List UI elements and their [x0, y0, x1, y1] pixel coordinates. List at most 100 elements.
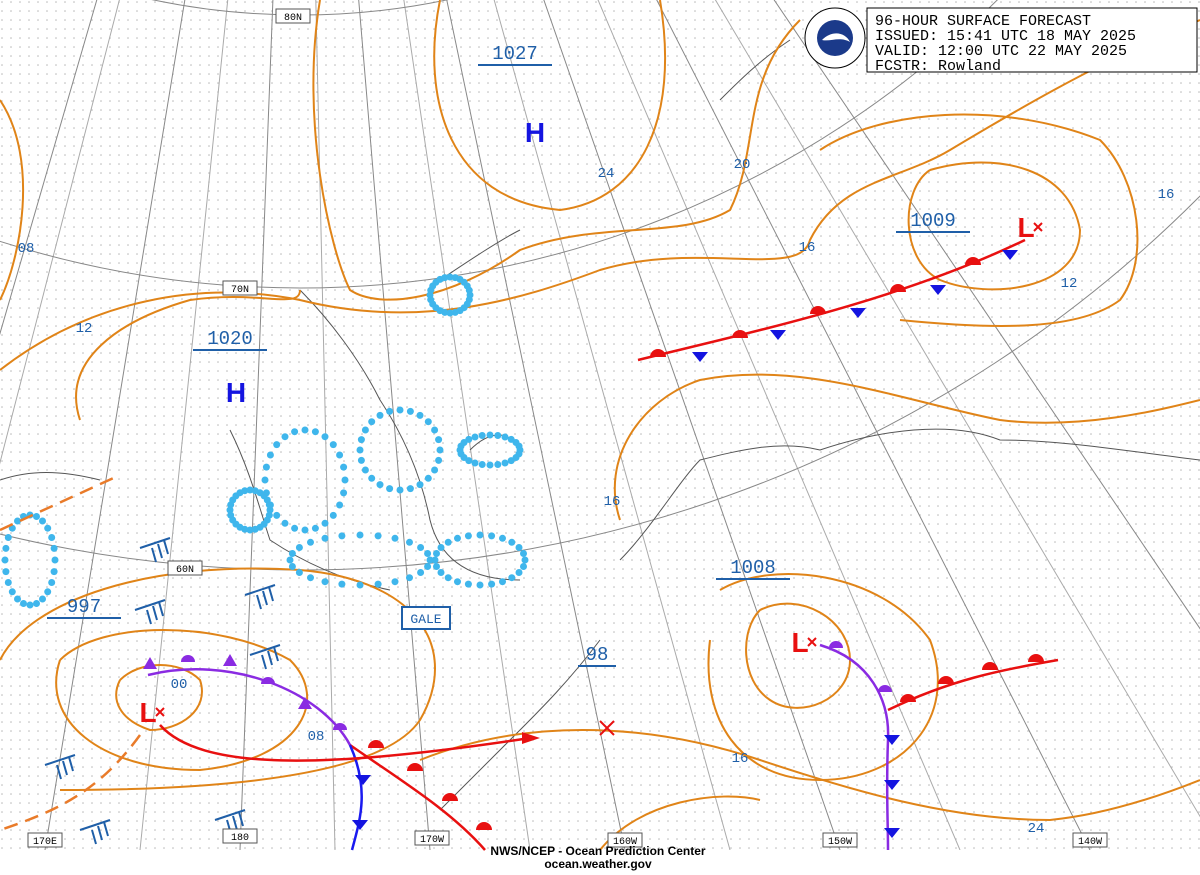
fog-dot — [2, 544, 10, 552]
warm-symbol — [982, 662, 998, 670]
fog-dot — [416, 481, 424, 489]
meridian-minor — [714, 0, 1200, 818]
fog-dot — [501, 433, 509, 441]
isobar-label: 16 — [799, 240, 816, 256]
fog-dot — [471, 459, 479, 467]
fog-dot — [44, 524, 52, 532]
fog-dot — [14, 595, 21, 603]
fog-dot — [431, 466, 439, 474]
fog-dot — [336, 501, 344, 509]
meridian-minor — [493, 0, 731, 850]
wind-barb — [44, 754, 76, 780]
fog-dot — [286, 556, 294, 564]
isobar-label: 16 — [1158, 187, 1175, 203]
fog-dot — [246, 486, 254, 494]
warm-symbol — [368, 740, 384, 748]
fog-dot — [301, 426, 309, 434]
fog-dot — [48, 579, 56, 586]
fog-dot — [368, 474, 376, 482]
fog-dot — [478, 432, 486, 439]
wind-barb — [214, 809, 246, 835]
fog-dot — [376, 481, 384, 489]
grid-label-box — [275, 8, 311, 24]
fog-dot — [521, 556, 529, 564]
latitude-circle — [0, 0, 998, 289]
fog-dot — [1, 556, 9, 564]
warning-box — [401, 606, 451, 630]
fog-dot — [437, 544, 445, 551]
meridian — [44, 0, 186, 850]
header-line: 96-HOUR SURFACE FORECAST — [875, 13, 1091, 30]
fog-dot — [226, 506, 234, 514]
grid-label: 80N — [284, 13, 302, 24]
fog-dot — [494, 432, 502, 439]
fog-dot — [507, 457, 515, 465]
fog-dot — [281, 519, 289, 527]
fog-dot — [361, 426, 369, 434]
fog-dot — [251, 525, 259, 533]
fog-dot — [465, 435, 473, 443]
fog-dot — [356, 446, 364, 454]
fog-dot — [262, 463, 270, 471]
fog-dot — [508, 574, 516, 582]
meridian — [239, 0, 274, 850]
occluded-symbol — [298, 697, 312, 709]
grid-label: 140W — [1078, 837, 1102, 848]
fog-dot — [376, 411, 384, 419]
fog-dot — [444, 538, 452, 546]
pressure-label: 1009 — [910, 210, 956, 232]
warm-symbol — [938, 676, 954, 684]
fog-dot — [406, 485, 414, 493]
cold-symbol — [352, 820, 368, 830]
fog-dot — [341, 476, 349, 484]
fog-dot — [454, 578, 461, 586]
low-x — [1033, 222, 1043, 232]
warm-symbol — [890, 284, 906, 292]
meridian-minor — [315, 0, 336, 850]
fog-dot — [39, 595, 46, 603]
front-symbols — [44, 250, 1044, 845]
fog-dot — [374, 532, 382, 540]
warm-symbol — [650, 349, 666, 357]
grid-label-box — [414, 830, 450, 846]
fog-dot — [48, 534, 56, 541]
noaa-logo-bird — [822, 33, 850, 42]
grid-label: 170E — [33, 837, 57, 848]
cold-symbol — [770, 330, 786, 340]
fog-dot — [435, 456, 443, 464]
fog-dot — [396, 486, 404, 494]
fog-dot — [426, 556, 434, 564]
meridian — [446, 0, 626, 850]
fog-dot — [311, 428, 319, 436]
meridian-minor — [0, 0, 120, 465]
warm-symbol — [1028, 654, 1044, 662]
fog-dot — [227, 511, 235, 519]
fog-dot — [465, 286, 473, 294]
fog-dot — [494, 461, 502, 468]
low-x — [155, 707, 165, 717]
fog-dot — [488, 580, 496, 588]
fog-dot — [374, 580, 382, 588]
fog-dot — [50, 568, 58, 576]
fog-dot — [476, 581, 484, 589]
fog-dot — [406, 574, 413, 582]
fog-dot — [273, 441, 281, 449]
cold-symbol — [930, 285, 946, 295]
labels: 80N 70N 60N 170E 180 170W 160W 150W 140W 24 20 16 16… — [18, 8, 1175, 848]
header-line: FCSTR: Rowland — [875, 58, 1001, 75]
fog-dot — [417, 544, 425, 551]
isobar-label: 24 — [1028, 821, 1045, 837]
fog-dot — [433, 563, 440, 570]
fog-dot — [391, 534, 399, 542]
cold-symbol — [884, 780, 900, 790]
fog-dot — [281, 433, 289, 441]
fog-dot — [4, 534, 12, 541]
footer-agency: NWS/NCEP - Ocean Prediction Center — [490, 844, 705, 858]
fog-dot — [26, 601, 34, 609]
fog-dot — [386, 485, 394, 493]
cold-symbol — [692, 352, 708, 362]
fog-dot — [515, 569, 523, 576]
fog-dot — [476, 531, 484, 539]
fog-dot — [464, 580, 472, 588]
fog-dot — [301, 526, 309, 534]
